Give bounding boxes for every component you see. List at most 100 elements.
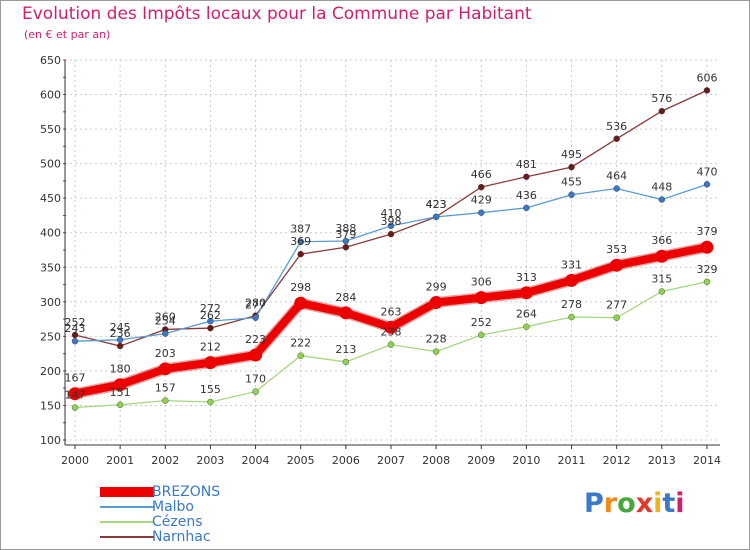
data-point-narnhac	[613, 135, 620, 142]
data-point-brezons	[565, 273, 579, 287]
data-point-brezons	[339, 306, 353, 320]
data-point-narnhac	[658, 107, 666, 115]
legend: BREZONS Malbo Cézens Narnhac	[100, 483, 222, 545]
data-label-malbo: 254	[155, 315, 176, 328]
data-label-narnhac: 369	[290, 235, 311, 248]
data-point-malbo	[387, 222, 395, 230]
data-point-malbo	[342, 237, 350, 245]
data-label-narnhac: 236	[110, 327, 131, 340]
legend-swatch-brezons	[100, 486, 154, 497]
data-point-cezens	[387, 341, 395, 348]
data-label-cezens: 213	[335, 343, 356, 356]
data-label-cezens: 278	[561, 298, 582, 311]
data-label-malbo: 448	[651, 181, 672, 194]
data-point-narnhac	[297, 250, 304, 258]
data-point-brezons	[113, 378, 127, 392]
x-tick-label: 2006	[332, 454, 360, 467]
data-label-malbo: 464	[606, 170, 627, 183]
y-tick-label: 100	[40, 434, 61, 447]
x-tick-label: 2009	[467, 454, 495, 467]
data-point-malbo	[703, 181, 711, 188]
data-label-cezens: 277	[606, 299, 627, 312]
data-label-brezons: 284	[335, 291, 356, 304]
data-label-cezens: 315	[651, 272, 672, 285]
data-point-brezons	[203, 356, 217, 370]
data-label-brezons: 203	[155, 347, 176, 360]
data-label-malbo: 387	[290, 223, 311, 236]
x-tick-label: 2008	[422, 454, 450, 467]
legend-label-brezons: BREZONS	[152, 483, 221, 500]
data-label-narnhac: 398	[380, 215, 401, 228]
legend-label-cezens: Cézens	[152, 513, 203, 530]
data-label-narnhac: 262	[200, 309, 221, 322]
data-point-malbo	[613, 185, 620, 192]
data-point-cezens	[297, 352, 304, 359]
data-point-narnhac	[116, 342, 124, 350]
legend-swatch-cezens	[100, 520, 154, 523]
data-label-malbo: 470	[696, 165, 717, 178]
data-label-narnhac: 495	[561, 148, 582, 161]
y-tick-label: 300	[40, 296, 61, 309]
data-label-malbo: 277	[245, 299, 266, 312]
logo-letter: o	[617, 488, 636, 519]
data-point-cezens	[703, 278, 711, 285]
data-point-brezons	[655, 249, 669, 263]
data-point-malbo	[207, 317, 214, 325]
data-point-brezons	[519, 286, 533, 300]
data-point-cezens	[71, 404, 79, 411]
data-point-brezons	[429, 296, 443, 310]
legend-swatch-malbo	[100, 505, 154, 508]
data-label-brezons: 223	[245, 333, 266, 346]
data-point-malbo	[116, 336, 124, 344]
data-label-cezens: 157	[155, 382, 176, 395]
data-label-narnhac: 536	[606, 120, 627, 133]
y-tick-label: 250	[40, 330, 61, 343]
proxiti-logo: Proxiti	[584, 488, 685, 519]
logo-letter: i	[653, 488, 663, 519]
y-tick-label: 650	[40, 54, 61, 67]
y-tick-label: 200	[40, 365, 61, 378]
logo-letter: t	[662, 488, 676, 519]
data-label-brezons: 331	[561, 258, 582, 271]
data-point-narnhac	[478, 183, 485, 191]
data-label-malbo: 243	[65, 322, 86, 335]
data-label-narnhac: 379	[335, 228, 356, 241]
data-point-brezons	[294, 296, 308, 310]
data-point-narnhac	[523, 173, 530, 180]
data-label-narnhac: 260	[155, 310, 176, 323]
data-point-brezons	[610, 258, 624, 272]
data-point-malbo	[568, 191, 575, 198]
data-label-brezons: 167	[65, 372, 86, 385]
data-label-narnhac: 481	[516, 158, 537, 171]
data-label-cezens: 222	[290, 337, 311, 350]
data-label-malbo: 245	[110, 321, 131, 334]
data-label-brezons: 263	[380, 305, 401, 318]
data-label-brezons: 313	[516, 271, 537, 284]
data-label-malbo: 410	[380, 207, 401, 220]
data-label-cezens: 238	[380, 326, 401, 339]
data-label-cezens: 151	[110, 386, 131, 399]
y-tick-label: 450	[40, 192, 61, 205]
data-point-brezons	[474, 291, 488, 305]
legend-swatch-narnhac	[100, 535, 154, 538]
x-tick-label: 2001	[106, 454, 134, 467]
data-point-malbo	[478, 209, 485, 216]
data-label-cezens: 228	[426, 333, 447, 346]
x-tick-label: 2003	[196, 454, 224, 467]
y-tick-label: 500	[40, 158, 61, 171]
data-point-malbo	[297, 238, 304, 245]
data-point-cezens	[342, 358, 350, 366]
logo-letter: r	[603, 488, 618, 519]
x-tick-label: 2012	[603, 454, 631, 467]
x-tick-label: 2013	[648, 454, 676, 467]
data-point-narnhac	[568, 163, 575, 171]
data-point-brezons	[68, 387, 82, 401]
data-label-narnhac: 280	[245, 297, 266, 310]
data-label-brezons: 353	[606, 243, 627, 256]
data-label-cezens: 170	[245, 373, 266, 386]
data-point-brezons	[158, 362, 172, 376]
data-point-cezens	[613, 314, 620, 321]
